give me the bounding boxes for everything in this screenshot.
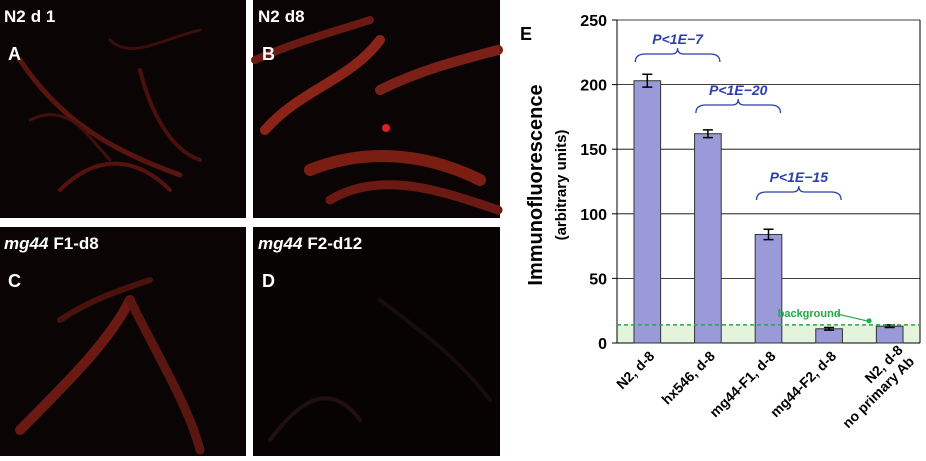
strain: N2 xyxy=(258,7,280,26)
strain: mg44 xyxy=(4,234,49,253)
p-value-label: P<1E−20 xyxy=(709,82,768,98)
error-bar xyxy=(763,228,774,241)
stage: F2-d12 xyxy=(307,234,362,253)
y-tick-label: 0 xyxy=(598,336,607,353)
significance-brace xyxy=(695,98,782,114)
y-axis-label: Immunofluorescence xyxy=(525,84,547,285)
panel-letter: A xyxy=(8,44,21,64)
y-tick-label: 100 xyxy=(580,207,607,224)
bar xyxy=(694,133,722,344)
panel-images xyxy=(0,0,503,456)
y-tick-label: 250 xyxy=(580,13,607,30)
stage: d 1 xyxy=(31,7,56,26)
background-arrow xyxy=(836,313,868,322)
x-tick-line: N2, d-8 xyxy=(613,348,657,392)
panel-letter: B xyxy=(262,44,275,64)
error-bar xyxy=(642,73,653,88)
panel-title: mg44 F1-d8 xyxy=(4,234,99,253)
stage: d8 xyxy=(285,7,305,26)
x-tick-label: N2, d-8 xyxy=(613,348,657,392)
panel-title: mg44 F2-d12 xyxy=(258,234,362,253)
error-bar xyxy=(702,129,713,139)
strain: N2 xyxy=(4,7,26,26)
significance-brace xyxy=(634,47,721,63)
panel-letter: E xyxy=(520,24,532,44)
y-tick-label: 200 xyxy=(580,78,607,95)
panel-letter: D xyxy=(262,271,275,291)
y-axis-sublabel: (arbitrary units) xyxy=(553,130,570,241)
micrograph xyxy=(0,227,246,456)
x-tick-label: N2, d-8no primary Ab xyxy=(828,342,918,432)
bar xyxy=(633,80,662,344)
micrograph xyxy=(0,0,246,218)
background-label: background xyxy=(778,308,841,320)
y-tick-label: 50 xyxy=(589,271,607,288)
stage: F1-d8 xyxy=(53,234,98,253)
x-tick-label: hx546, d-8 xyxy=(658,348,718,408)
worms xyxy=(15,16,503,455)
bar xyxy=(754,233,783,344)
y-tick-label: 150 xyxy=(580,142,607,159)
x-tick-line: hx546, d-8 xyxy=(658,348,718,408)
error-bar xyxy=(824,326,835,331)
bar xyxy=(875,325,904,344)
micrograph xyxy=(253,227,500,456)
p-value-label: P<1E−7 xyxy=(652,31,704,47)
strain: mg44 xyxy=(258,234,303,253)
significance-brace xyxy=(755,185,842,201)
panel-title: N2 d8 xyxy=(258,7,305,26)
bar xyxy=(815,328,843,344)
background-arrow-head xyxy=(866,318,872,324)
p-value-label: P<1E−15 xyxy=(770,169,829,185)
panel-letter: C xyxy=(8,271,21,291)
panel-title: N2 d 1 xyxy=(4,7,55,26)
